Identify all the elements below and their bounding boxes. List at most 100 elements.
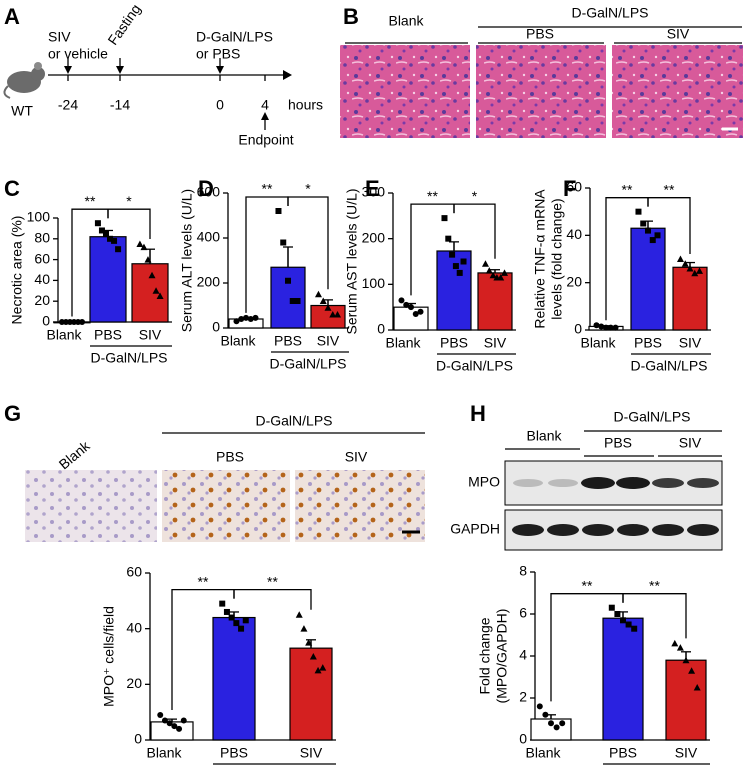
x-tick-label: SIV: [675, 745, 698, 761]
x-tick-label: SIV: [139, 327, 162, 343]
data-point: [452, 263, 459, 270]
event-arrowhead: [64, 66, 72, 74]
data-point: [176, 725, 183, 732]
data-point: [693, 684, 701, 691]
panel-letter: B: [343, 4, 359, 29]
data-point: [449, 251, 456, 258]
x-tick-label: SIV: [679, 335, 702, 351]
x-tick-label: PBS: [440, 335, 468, 351]
panel-letter: D: [198, 176, 214, 201]
significance-label: **: [649, 577, 660, 593]
significance-bracket: [107, 208, 151, 239]
data-point: [111, 237, 118, 244]
panel-letter: G: [4, 401, 21, 426]
data-point: [671, 639, 679, 647]
data-point: [98, 227, 105, 234]
x-tick-label: SIV: [484, 335, 507, 351]
data-point: [553, 724, 560, 731]
mouse-icon: [3, 62, 45, 99]
data-point: [242, 617, 249, 624]
data-point: [501, 269, 509, 276]
data-point: [334, 311, 342, 318]
panel-h-blot: [504, 430, 723, 551]
data-point: [156, 292, 164, 299]
bar: [477, 272, 513, 331]
significance-label: **: [85, 193, 96, 209]
y-tick-label: 60: [34, 250, 50, 266]
data-point: [252, 314, 259, 321]
bar: [270, 266, 306, 329]
x-tick-label: Blank: [220, 333, 256, 349]
data-point: [79, 319, 86, 325]
data-point: [171, 723, 178, 730]
data-point: [676, 644, 684, 651]
data-point: [94, 220, 101, 227]
data-point: [319, 297, 327, 304]
data-point: [536, 703, 543, 710]
y-tick-label: 600: [197, 184, 221, 200]
significance-label: *: [126, 193, 132, 209]
y-axis-label: levels (fold change): [549, 198, 565, 319]
data-point: [275, 208, 282, 214]
significance-label: **: [427, 188, 438, 204]
data-point: [243, 314, 249, 321]
x-tick-label: Blank: [580, 335, 616, 351]
y-tick-label: 100: [27, 209, 51, 225]
data-point: [481, 260, 489, 267]
group-label: Blank: [388, 13, 424, 29]
x-tick-label: PBS: [220, 745, 248, 761]
band-label: GAPDH: [450, 521, 500, 537]
ihc-image: [25, 470, 157, 542]
y-tick-label: 100: [362, 275, 386, 291]
data-point: [223, 608, 230, 615]
blot-bands: [512, 477, 719, 536]
data-point: [309, 653, 317, 660]
significance-label: **: [262, 181, 273, 197]
data-point: [445, 235, 452, 242]
y-tick-label: 20: [34, 292, 50, 308]
data-point: [238, 316, 245, 322]
significance-bracket: [233, 588, 312, 610]
panel-b: [340, 26, 743, 138]
y-tick-label: 60: [126, 564, 142, 580]
data-point: [140, 243, 148, 251]
data-point: [403, 301, 410, 308]
data-point: [314, 290, 322, 298]
data-point: [676, 255, 684, 262]
significance-bracket: [647, 197, 691, 254]
y-tick-label: 0: [212, 319, 220, 335]
group-label: Blank: [56, 437, 94, 472]
y-tick-label: 20: [126, 675, 142, 691]
x-tick-label: PBS: [94, 327, 122, 343]
y-tick-label: 400: [197, 229, 221, 245]
y-tick-label: 6: [519, 605, 527, 621]
y-axis-label: MPO⁺ cells/field: [101, 606, 117, 707]
data-point: [598, 323, 605, 330]
data-point: [300, 625, 308, 632]
group-label: D-GalN/LPS: [630, 358, 707, 374]
data-point: [180, 717, 187, 724]
y-tick-label: 200: [362, 229, 386, 245]
event-label: or PBS: [196, 46, 240, 62]
y-tick-label: 20: [566, 273, 582, 289]
data-point: [102, 230, 109, 237]
data-point: [640, 220, 647, 227]
x-tick-label: PBS: [609, 745, 637, 761]
data-point: [441, 215, 448, 222]
data-point: [324, 304, 332, 311]
significance-label: **: [267, 573, 278, 589]
panel-letter: H: [470, 401, 486, 426]
data-point: [136, 240, 144, 247]
data-point: [612, 324, 619, 331]
significance-bracket: [453, 203, 496, 259]
group-label: D-GalN/LPS: [234, 768, 311, 770]
data-point: [329, 311, 337, 318]
y-axis-label: Serum ALT levels (U/L): [179, 189, 195, 332]
data-point: [285, 277, 291, 284]
group-label: D-GalN/LPS: [255, 413, 332, 429]
group-label: PBS: [604, 435, 632, 451]
data-point: [497, 273, 505, 281]
panel-g-images: [25, 432, 425, 542]
x-tick-label: PBS: [274, 333, 302, 349]
group-label: PBS: [216, 449, 244, 465]
